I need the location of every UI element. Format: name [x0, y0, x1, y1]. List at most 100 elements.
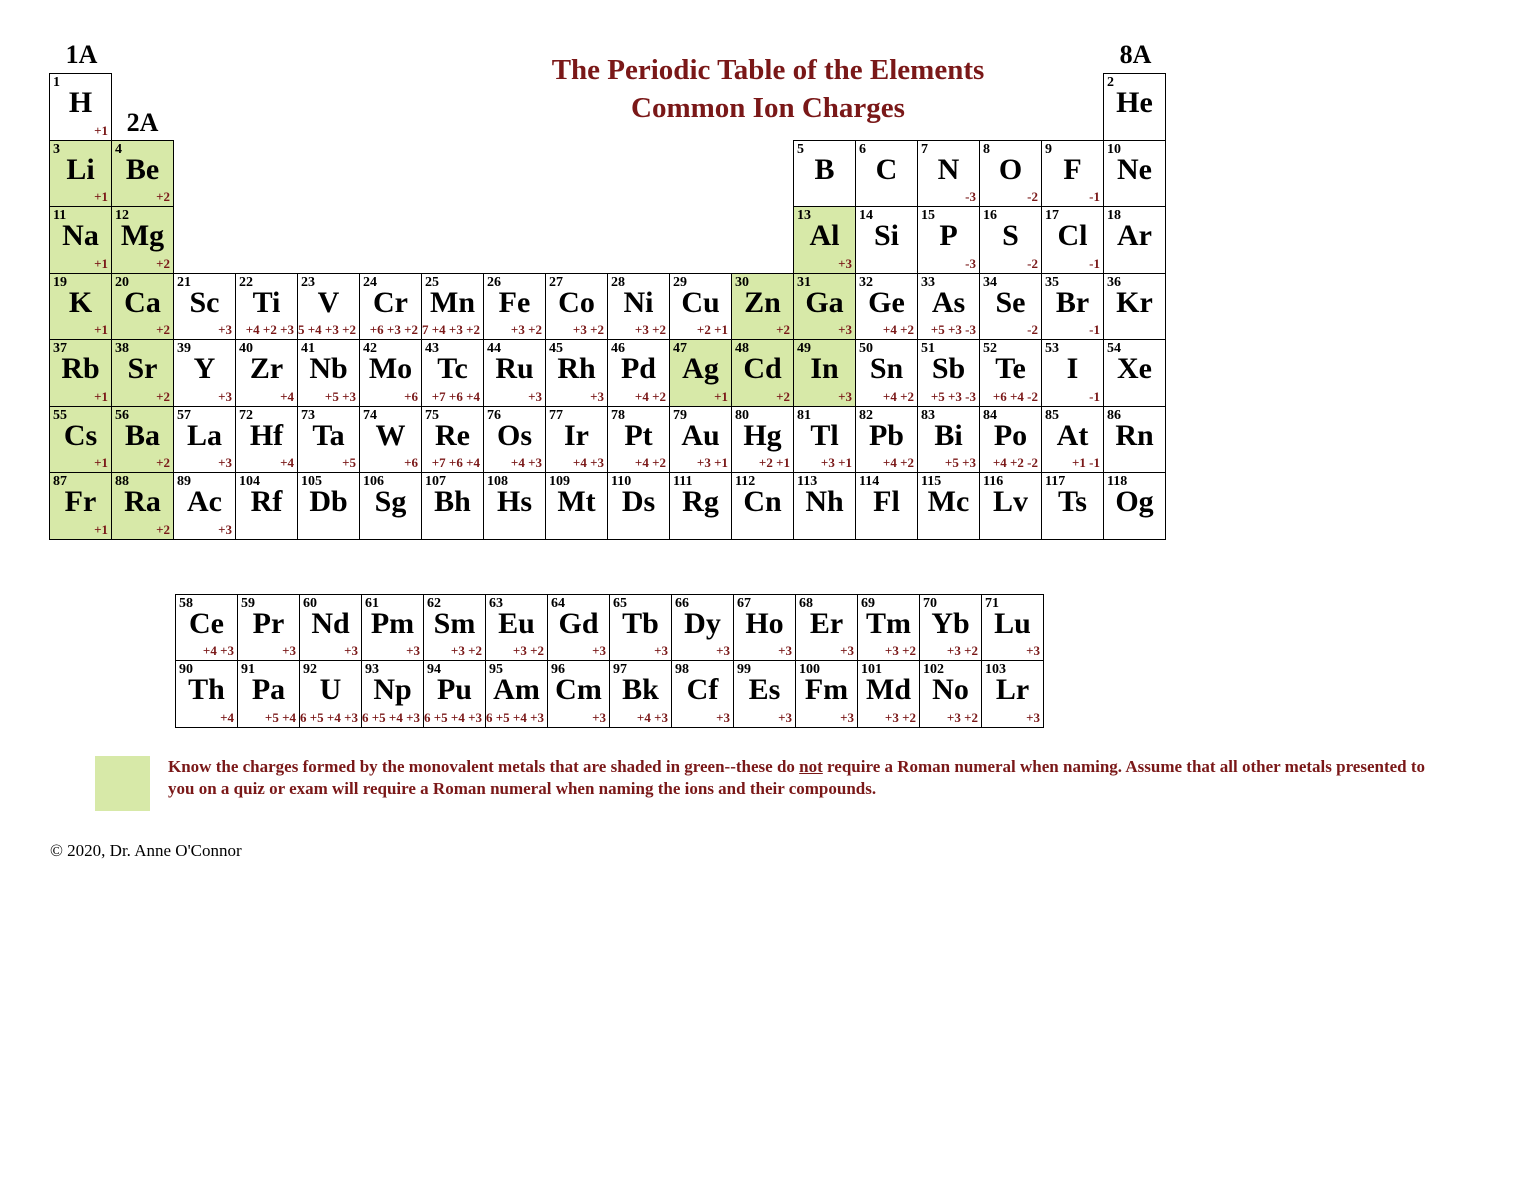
element-symbol: Pr — [238, 609, 299, 639]
element-symbol: Lu — [982, 609, 1043, 639]
ion-charges: +3 +2 — [451, 643, 482, 659]
element-symbol: Am — [486, 675, 547, 705]
element-symbol: Os — [484, 421, 545, 451]
ion-charges: +7 +6 +4 — [432, 389, 480, 405]
ion-charges: +6 +3 +2 — [370, 322, 418, 338]
element-symbol: Rf — [236, 487, 297, 517]
ion-charges: +6 +5 +4 +3 — [361, 710, 420, 726]
element-symbol: Rh — [546, 354, 607, 384]
element-Po: 84Po+4 +2 -2 — [979, 406, 1042, 474]
element-symbol: Th — [176, 675, 237, 705]
element-symbol: Np — [362, 675, 423, 705]
element-Ca: 20Ca+2 — [111, 273, 174, 341]
element-symbol: Ta — [298, 421, 359, 451]
element-symbol: Ts — [1042, 487, 1103, 517]
element-symbol: Fe — [484, 288, 545, 318]
ion-charges: +6 +5 +4 +3 — [423, 710, 482, 726]
ion-charges: +2 — [156, 455, 170, 471]
element-Dy: 66Dy+3 — [671, 594, 734, 662]
f-block-row: 90Th+491Pa+5 +492U+6 +5 +4 +393Np+6 +5 +… — [176, 661, 1486, 728]
element-Lv: 116Lv — [979, 472, 1042, 540]
element-symbol: No — [920, 675, 981, 705]
ion-charges: +3 — [592, 643, 606, 659]
element-Nb: 41Nb+5 +3 — [297, 339, 360, 407]
element-symbol: Ni — [608, 288, 669, 318]
element-Al: 13Al+3 — [793, 206, 856, 274]
ion-charges: +3 — [218, 522, 232, 538]
element-symbol: Xe — [1104, 354, 1165, 384]
element-Bi: 83Bi+5 +3 — [917, 406, 980, 474]
f-block-grid: 58Ce+4 +359Pr+360Nd+361Pm+362Sm+3 +263Eu… — [176, 595, 1486, 728]
ion-charges: +4 +3 — [203, 643, 234, 659]
element-symbol: Zn — [732, 288, 793, 318]
legend-swatch — [95, 756, 150, 811]
ion-charges: +1 — [94, 389, 108, 405]
element-symbol: Mg — [112, 221, 173, 251]
element-symbol: Tl — [794, 421, 855, 451]
element-Ds: 110Ds — [607, 472, 670, 540]
period-row: 87Fr+188Ra+289Ac+3104Rf105Db106Sg107Bh10… — [50, 473, 1486, 540]
element-symbol: Co — [546, 288, 607, 318]
element-symbol: Lr — [982, 675, 1043, 705]
element-symbol: Cn — [732, 487, 793, 517]
ion-charges: +5 +4 +3 +2 — [297, 322, 356, 338]
ion-charges: +3 +2 — [573, 322, 604, 338]
ion-charges: +3 — [838, 256, 852, 272]
element-symbol: Be — [112, 155, 173, 185]
element-symbol: Mc — [918, 487, 979, 517]
element-symbol: Gd — [548, 609, 609, 639]
element-Ag: 47Ag+1 — [669, 339, 732, 407]
element-symbol: Tm — [858, 609, 919, 639]
ion-charges: +6 — [404, 389, 418, 405]
element-Os: 76Os+4 +3 — [483, 406, 546, 474]
element-Yb: 70Yb+3 +2 — [919, 594, 982, 662]
element-Gd: 64Gd+3 — [547, 594, 610, 662]
element-Og: 118Og — [1103, 472, 1166, 540]
ion-charges: +3 +1 — [697, 455, 728, 471]
element-symbol: Cs — [50, 421, 111, 451]
element-Db: 105Db — [297, 472, 360, 540]
element-symbol: Bi — [918, 421, 979, 451]
element-La: 57La+3 — [173, 406, 236, 474]
element-Fe: 26Fe+3 +2 — [483, 273, 546, 341]
ion-charges: +1 — [94, 455, 108, 471]
element-Ni: 28Ni+3 +2 — [607, 273, 670, 341]
element-At: 85At+1 -1 — [1041, 406, 1104, 474]
ion-charges: +3 — [716, 643, 730, 659]
element-Se: 34Se-2 — [979, 273, 1042, 341]
element-symbol: K — [50, 288, 111, 318]
element-symbol: U — [300, 675, 361, 705]
ion-charges: +3 — [592, 710, 606, 726]
title-block: The Periodic Table of the Elements Commo… — [50, 52, 1486, 127]
element-Cn: 112Cn — [731, 472, 794, 540]
ion-charges: -1 — [1089, 322, 1100, 338]
element-Rf: 104Rf — [235, 472, 298, 540]
element-symbol: Ds — [608, 487, 669, 517]
ion-charges: +3 — [1026, 710, 1040, 726]
ion-charges: +5 — [342, 455, 356, 471]
element-symbol: Ru — [484, 354, 545, 384]
element-Kr: 36Kr — [1103, 273, 1166, 341]
element-S: 16S-2 — [979, 206, 1042, 274]
element-C: 6C — [855, 140, 918, 208]
periodic-table-container: 1A 8A The Periodic Table of the Elements… — [50, 40, 1486, 728]
element-Er: 68Er+3 — [795, 594, 858, 662]
element-symbol: Rg — [670, 487, 731, 517]
element-symbol: H — [50, 88, 111, 118]
ion-charges: +3 +2 — [885, 710, 916, 726]
element-symbol: Fr — [50, 487, 111, 517]
element-Tb: 65Tb+3 — [609, 594, 672, 662]
ion-charges: +3 — [1026, 643, 1040, 659]
element-symbol: Si — [856, 221, 917, 251]
element-symbol: Al — [794, 221, 855, 251]
element-symbol: Ar — [1104, 221, 1165, 251]
element-Ir: 77Ir+4 +3 — [545, 406, 608, 474]
element-Br: 35Br-1 — [1041, 273, 1104, 341]
element-symbol: Ag — [670, 354, 731, 384]
ion-charges: +3 — [654, 643, 668, 659]
ion-charges: +3 +2 — [947, 643, 978, 659]
element-symbol: Sr — [112, 354, 173, 384]
ion-charges: +4 +2 — [883, 455, 914, 471]
ion-charges: +5 +3 -3 — [931, 389, 976, 405]
element-Eu: 63Eu+3 +2 — [485, 594, 548, 662]
